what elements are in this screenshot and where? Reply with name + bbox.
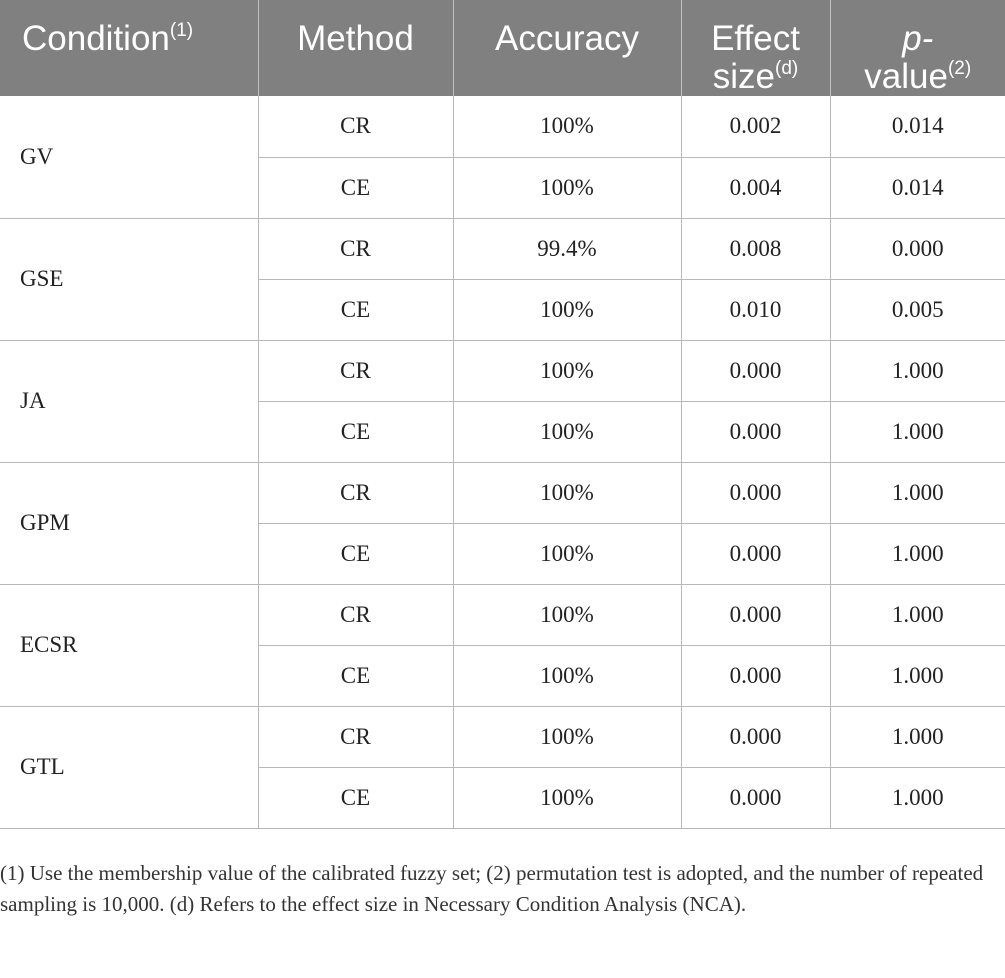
effect-size-cell: 0.000 <box>680 705 831 768</box>
table-row: ECSR CR 100% 0.000 1.000 <box>0 583 1005 707</box>
header-method: Method <box>258 0 454 96</box>
table-row: JA CR 100% 0.000 1.000 <box>0 339 1005 463</box>
p-value-cell: 1.000 <box>829 583 1005 646</box>
p-value-cell: 1.000 <box>829 767 1005 829</box>
nca-results-table: Condition(1) Method Accuracy Effect size(… <box>0 0 1005 829</box>
method-cell: CR <box>257 96 454 158</box>
header-p-line2: value <box>864 57 948 96</box>
accuracy-cell: 100% <box>452 401 682 463</box>
table-footnote: (1) Use the membership value of the cali… <box>0 861 984 916</box>
condition-cell: GTL <box>0 705 259 829</box>
method-cell: CE <box>257 401 454 463</box>
effect-size-cell: 0.002 <box>680 96 831 158</box>
condition-cell: JA <box>0 339 259 463</box>
header-p-value: p-value(2) <box>830 0 1005 96</box>
header-condition-label: Condition <box>22 19 170 58</box>
table-row: GSE CR 99.4% 0.008 0.000 <box>0 217 1005 341</box>
table-body: GV CR 100% 0.002 0.014 CE 100% 0.004 0.0… <box>0 96 1005 829</box>
method-cell: CR <box>257 339 454 402</box>
accuracy-cell: 99.4% <box>452 217 682 280</box>
header-method-label: Method <box>297 19 414 58</box>
accuracy-cell: 100% <box>452 523 682 585</box>
table-row: GPM CR 100% 0.000 1.000 <box>0 461 1005 585</box>
p-value-cell: 1.000 <box>829 339 1005 402</box>
header-p-line1: p- <box>902 19 934 58</box>
table-row: GV CR 100% 0.002 0.014 <box>0 96 1005 219</box>
header-condition: Condition(1) <box>0 0 259 96</box>
p-value-cell: 0.014 <box>829 96 1005 158</box>
table-row: GTL CR 100% 0.000 1.000 <box>0 705 1005 829</box>
condition-cell: GSE <box>0 217 259 341</box>
method-cell: CR <box>257 705 454 768</box>
effect-size-cell: 0.000 <box>680 645 831 707</box>
method-cell: CE <box>257 157 454 219</box>
effect-size-cell: 0.000 <box>680 401 831 463</box>
method-cell: CR <box>257 583 454 646</box>
accuracy-cell: 100% <box>452 583 682 646</box>
p-value-cell: 1.000 <box>829 461 1005 524</box>
effect-size-cell: 0.000 <box>680 767 831 829</box>
header-effect-line2: size <box>712 57 775 96</box>
table-row: CE 100% 0.010 0.005 <box>0 279 1005 341</box>
header-accuracy-label: Accuracy <box>495 19 639 58</box>
condition-cell: GV <box>0 96 259 219</box>
header-effect-line1: Effect <box>711 19 800 58</box>
p-value-cell: 1.000 <box>829 401 1005 463</box>
p-value-cell: 1.000 <box>829 645 1005 707</box>
accuracy-cell: 100% <box>452 767 682 829</box>
header-condition-sup: (1) <box>169 20 194 41</box>
p-value-cell: 1.000 <box>829 705 1005 768</box>
accuracy-cell: 100% <box>452 705 682 768</box>
p-value-cell: 0.014 <box>829 157 1005 219</box>
table-row: CE 100% 0.004 0.014 <box>0 157 1005 219</box>
accuracy-cell: 100% <box>452 96 682 158</box>
method-cell: CR <box>257 217 454 280</box>
effect-size-cell: 0.008 <box>680 217 831 280</box>
effect-size-cell: 0.000 <box>680 583 831 646</box>
p-value-cell: 0.005 <box>829 279 1005 341</box>
accuracy-cell: 100% <box>452 157 682 219</box>
results-table-container: Condition(1) Method Accuracy Effect size(… <box>0 0 1005 829</box>
accuracy-cell: 100% <box>452 339 682 402</box>
method-cell: CE <box>257 645 454 707</box>
p-value-cell: 0.000 <box>829 217 1005 280</box>
header-p-sup: (2) <box>947 58 972 79</box>
method-cell: CE <box>257 523 454 585</box>
effect-size-cell: 0.000 <box>680 461 831 524</box>
table-row: CE 100% 0.000 1.000 <box>0 401 1005 463</box>
header-row: Condition(1) Method Accuracy Effect size(… <box>0 0 1005 96</box>
effect-size-cell: 0.000 <box>680 339 831 402</box>
condition-cell: GPM <box>0 461 259 585</box>
effect-size-cell: 0.010 <box>680 279 831 341</box>
header-accuracy: Accuracy <box>453 0 682 96</box>
effect-size-cell: 0.000 <box>680 523 831 585</box>
header-effect-size: Effect size(d) <box>681 0 831 96</box>
method-cell: CR <box>257 461 454 524</box>
condition-cell: ECSR <box>0 583 259 707</box>
method-cell: CE <box>257 279 454 341</box>
table-row: CE 100% 0.000 1.000 <box>0 767 1005 829</box>
header-effect-sup: (d) <box>775 58 799 79</box>
p-value-cell: 1.000 <box>829 523 1005 585</box>
accuracy-cell: 100% <box>452 645 682 707</box>
table-row: CE 100% 0.000 1.000 <box>0 645 1005 707</box>
effect-size-cell: 0.004 <box>680 157 831 219</box>
accuracy-cell: 100% <box>452 279 682 341</box>
accuracy-cell: 100% <box>452 461 682 524</box>
method-cell: CE <box>257 767 454 829</box>
